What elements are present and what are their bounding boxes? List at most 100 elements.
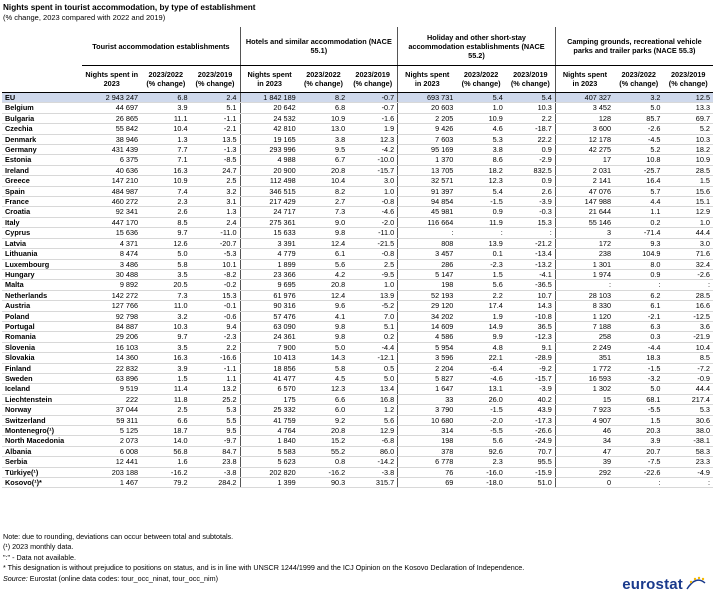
table-cell: 4 779 — [239, 248, 299, 260]
table-cell: 5.1 — [348, 321, 398, 333]
table-cell: -2.0 — [456, 415, 506, 427]
table-cell: 147 988 — [554, 196, 615, 208]
table-cell: 2 249 — [554, 342, 615, 354]
subheader-cell: Nights spent in 2023 — [82, 65, 142, 93]
table-cell: -4.5 — [614, 134, 664, 146]
table-cell: -9.2 — [505, 363, 556, 374]
table-cell: 1 842 189 — [239, 92, 299, 104]
table-body: EU 2 943 247 6.8 2.4 1 842 189 8.2 -0.7 693 731… — [2, 92, 713, 489]
table-row: Luxembourg 3 486 5.8 10.1 1 899 5.6 2.5 286 -2.3… — [2, 259, 713, 270]
table-cell: 5.1 — [190, 102, 240, 114]
table-cell: 22.2 — [505, 134, 556, 146]
table-cell: 10.8 — [614, 154, 664, 166]
table-cell: -1.3 — [190, 144, 240, 156]
table-cell: 3.9 — [141, 102, 191, 114]
table-cell: 15.3 — [505, 217, 556, 229]
table-cell: -2.1 — [614, 311, 664, 322]
table-cell: 90 316 — [239, 300, 299, 312]
table-cell: 32 571 — [397, 175, 457, 187]
subheader-cell: Nights spent in 2023 — [554, 65, 615, 93]
table-cell: 23.3 — [663, 456, 713, 468]
country-label: Austria — [2, 300, 83, 312]
table-cell: 43.9 — [505, 404, 556, 416]
table-cell: 2 205 — [397, 113, 457, 125]
table-cell: 47 076 — [554, 186, 615, 198]
table-cell: 9 892 — [82, 279, 142, 291]
country-label: Greece — [2, 175, 83, 187]
table-cell: 15.2 — [298, 435, 349, 447]
table-cell: 8.2 — [298, 92, 349, 104]
country-label: Türkiye(¹) — [2, 467, 83, 479]
table-cell: -18.0 — [456, 477, 506, 489]
data-table: Tourist accommodation establishments Hot… — [2, 27, 713, 489]
subheader-cell: 2023/2019 (% change) — [190, 65, 240, 93]
table-cell: 5.2 — [614, 144, 664, 156]
table-cell: 1 120 — [554, 311, 615, 322]
table-row: Austria 127 766 11.0 -0.1 90 316 9.6 -5.2 29 12… — [2, 300, 713, 312]
source-text: Eurostat (online data codes: tour_occ_ni… — [29, 573, 218, 583]
table-cell: : — [614, 477, 664, 489]
table-cell: -26.6 — [505, 424, 556, 437]
table-cell: 69.7 — [663, 113, 713, 125]
table-title: Nights spent in tourist accommodation, b… — [3, 3, 256, 12]
table-cell: 5 954 — [397, 342, 457, 354]
table-cell: 3 391 — [239, 238, 299, 250]
table-cell: 1 899 — [239, 259, 299, 270]
table-cell: 32.4 — [663, 259, 713, 270]
table-cell: 45 981 — [397, 206, 457, 218]
table-cell: 10.4 — [141, 123, 191, 135]
table-cell: 693 731 — [397, 92, 457, 104]
table-cell: 346 515 — [239, 186, 299, 198]
table-cell: 12 178 — [554, 134, 615, 146]
table-cell: 40 636 — [82, 165, 142, 177]
table-cell: 84.7 — [190, 446, 240, 458]
table-cell: 18 856 — [239, 363, 299, 374]
table-cell: 95.5 — [505, 456, 556, 468]
table-cell: 11.9 — [456, 217, 506, 229]
table-row: Iceland 9 519 11.4 13.2 6 570 12.3 13.4 1 647 13… — [2, 383, 713, 395]
table-cell: 15 633 — [239, 227, 299, 239]
table-cell: 17.4 — [456, 300, 506, 312]
table-row: Czechia 55 842 10.4 -2.1 42 810 13.0 1.9 9 426 4… — [2, 123, 713, 135]
table-cell: -16.2 — [298, 467, 349, 479]
table-cell: 47 — [554, 446, 615, 458]
table-cell: 0.5 — [348, 363, 398, 374]
table-cell: 14 609 — [397, 321, 457, 333]
table-row: Estonia 6 375 7.1 -8.5 4 988 6.7 -10.0 1 370 8.6… — [2, 154, 713, 166]
source-line: Source: Eurostat (online data codes: tou… — [3, 574, 524, 584]
table-cell: 4 371 — [82, 238, 142, 250]
table-cell: 1 647 — [397, 383, 457, 395]
table-cell: -0.6 — [190, 311, 240, 322]
table-cell: 30.6 — [663, 415, 713, 427]
table-row: Belgium 44 697 3.9 5.1 20 642 6.8 -0.7 20 603 1.… — [2, 102, 713, 114]
table-cell: 2.5 — [141, 404, 191, 416]
table-cell: 3.8 — [298, 134, 349, 146]
table-row: Kosovo(¹)* 1 467 79.2 284.2 1 399 90.3 315.7 69… — [2, 477, 713, 489]
table-cell: 23 366 — [239, 269, 299, 281]
table-cell: 198 — [397, 279, 457, 291]
table-cell: 95 169 — [397, 144, 457, 156]
table-cell: 293 996 — [239, 144, 299, 156]
table-cell: 202 820 — [239, 467, 299, 479]
table-cell: 36.5 — [505, 321, 556, 333]
table-cell: 10.3 — [663, 134, 713, 146]
table-cell: 284.2 — [190, 477, 240, 489]
country-label: North Macedonia — [2, 435, 83, 447]
table-cell: 4 907 — [554, 415, 615, 427]
table-cell: -15.7 — [348, 165, 398, 177]
table-cell: 7 603 — [397, 134, 457, 146]
table-cell: -4.4 — [348, 342, 398, 354]
table-cell: 11.1 — [141, 113, 191, 125]
group-header-camping: Camping grounds, recreational vehicle pa… — [554, 27, 713, 66]
table-cell: 13.9 — [348, 290, 398, 302]
table-cell: -3.9 — [505, 383, 556, 395]
table-cell: 0.9 — [505, 144, 556, 156]
table-cell: 4.5 — [298, 373, 349, 385]
table-cell: 0 — [554, 477, 615, 489]
table-cell: 10.3 — [505, 102, 556, 114]
table-cell: 20 603 — [397, 102, 457, 114]
table-cell: 3 452 — [554, 102, 615, 114]
table-cell: 34 202 — [397, 311, 457, 322]
country-label: Germany — [2, 144, 83, 156]
table-cell: 69 — [397, 477, 457, 489]
